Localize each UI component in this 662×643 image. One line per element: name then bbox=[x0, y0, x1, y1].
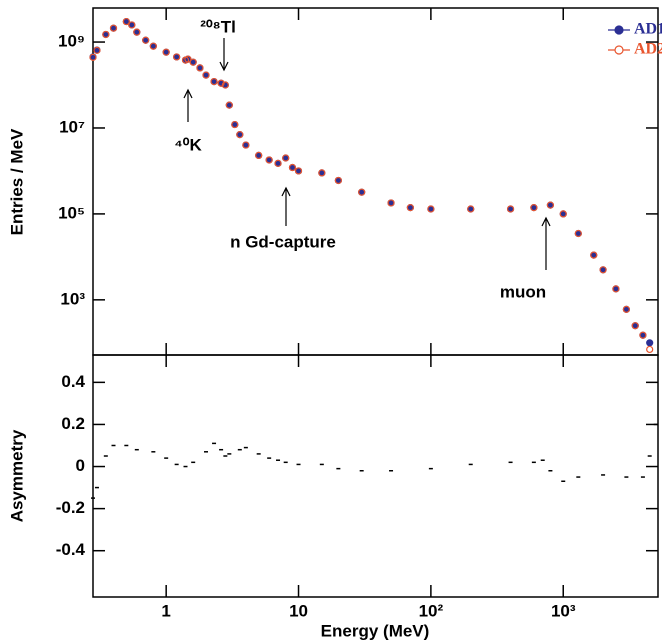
legend-marker bbox=[614, 45, 624, 55]
data-point bbox=[406, 204, 414, 212]
data-point bbox=[189, 58, 197, 66]
data-point bbox=[173, 53, 181, 61]
arrow-head bbox=[541, 216, 551, 227]
data-point bbox=[236, 131, 244, 139]
y-tick-label: 0 bbox=[76, 456, 85, 475]
data-point bbox=[318, 169, 326, 177]
data-point bbox=[646, 339, 654, 347]
data-point bbox=[574, 229, 582, 238]
data-point bbox=[559, 210, 567, 218]
data-point bbox=[242, 141, 250, 149]
y-tick-label: -0.2 bbox=[56, 498, 85, 517]
data-point bbox=[196, 64, 204, 72]
data-point bbox=[530, 204, 538, 212]
data-point bbox=[102, 30, 110, 39]
arrow-head bbox=[219, 61, 229, 72]
data-point bbox=[506, 205, 515, 213]
data-point bbox=[265, 156, 273, 164]
data-point bbox=[210, 78, 218, 86]
data-point bbox=[590, 251, 598, 259]
data-point bbox=[274, 159, 282, 167]
data-point bbox=[122, 17, 130, 26]
data-point bbox=[149, 42, 157, 50]
y-tick-label: 10⁷ bbox=[59, 117, 85, 136]
legend-label: AD1 bbox=[634, 21, 662, 38]
data-point bbox=[622, 305, 630, 313]
y-tick-label: 10³ bbox=[60, 289, 85, 308]
data-point bbox=[334, 176, 342, 185]
bottom-frame bbox=[92, 354, 659, 598]
data-point bbox=[255, 151, 263, 159]
x-tick-label: 10 bbox=[289, 601, 308, 620]
data-point bbox=[184, 55, 192, 63]
annotation: ²⁰⁸Tl bbox=[200, 17, 236, 36]
y-tick-label: 10⁹ bbox=[58, 32, 85, 51]
arrow-head bbox=[183, 88, 193, 99]
legend-label: AD2 bbox=[634, 41, 662, 58]
data-point bbox=[89, 53, 97, 61]
data-point bbox=[639, 331, 647, 339]
data-point bbox=[128, 21, 136, 29]
data-point bbox=[282, 154, 290, 162]
data-point bbox=[631, 322, 639, 330]
data-point bbox=[231, 120, 239, 129]
data-point bbox=[225, 101, 233, 109]
y-tick-label: -0.4 bbox=[56, 540, 86, 559]
data-point bbox=[612, 285, 620, 293]
x-tick-label: 10² bbox=[419, 601, 444, 620]
data-point bbox=[294, 167, 303, 175]
data-point bbox=[217, 79, 225, 87]
data-point bbox=[109, 24, 118, 32]
data-point bbox=[387, 199, 395, 207]
data-point bbox=[133, 28, 141, 36]
y-tick-label: 0.2 bbox=[61, 414, 85, 433]
data-point bbox=[427, 205, 435, 213]
y-axis-label: Asymmetry bbox=[7, 429, 26, 522]
legend-marker bbox=[614, 25, 624, 35]
y-axis-label: Entries / MeV bbox=[7, 128, 26, 235]
data-point bbox=[358, 188, 366, 196]
y-tick-label: 0.4 bbox=[61, 372, 85, 391]
annotation: ⁴⁰K bbox=[174, 135, 202, 154]
x-tick-label: 10³ bbox=[551, 601, 576, 620]
arrow-head bbox=[281, 186, 291, 197]
annotation: muon bbox=[500, 282, 546, 301]
annotation: n Gd-capture bbox=[230, 232, 336, 251]
data-point bbox=[646, 345, 654, 354]
data-point bbox=[142, 36, 150, 44]
data-point bbox=[288, 163, 297, 172]
data-point bbox=[546, 201, 555, 209]
y-tick-label: 10⁵ bbox=[58, 203, 85, 222]
data-point bbox=[467, 205, 475, 213]
data-point bbox=[162, 48, 170, 56]
data-point bbox=[202, 71, 210, 79]
data-point bbox=[93, 46, 101, 54]
x-tick-label: 1 bbox=[161, 601, 170, 620]
data-point bbox=[221, 81, 229, 89]
data-point bbox=[599, 266, 607, 274]
x-axis-label: Energy (MeV) bbox=[321, 621, 430, 640]
